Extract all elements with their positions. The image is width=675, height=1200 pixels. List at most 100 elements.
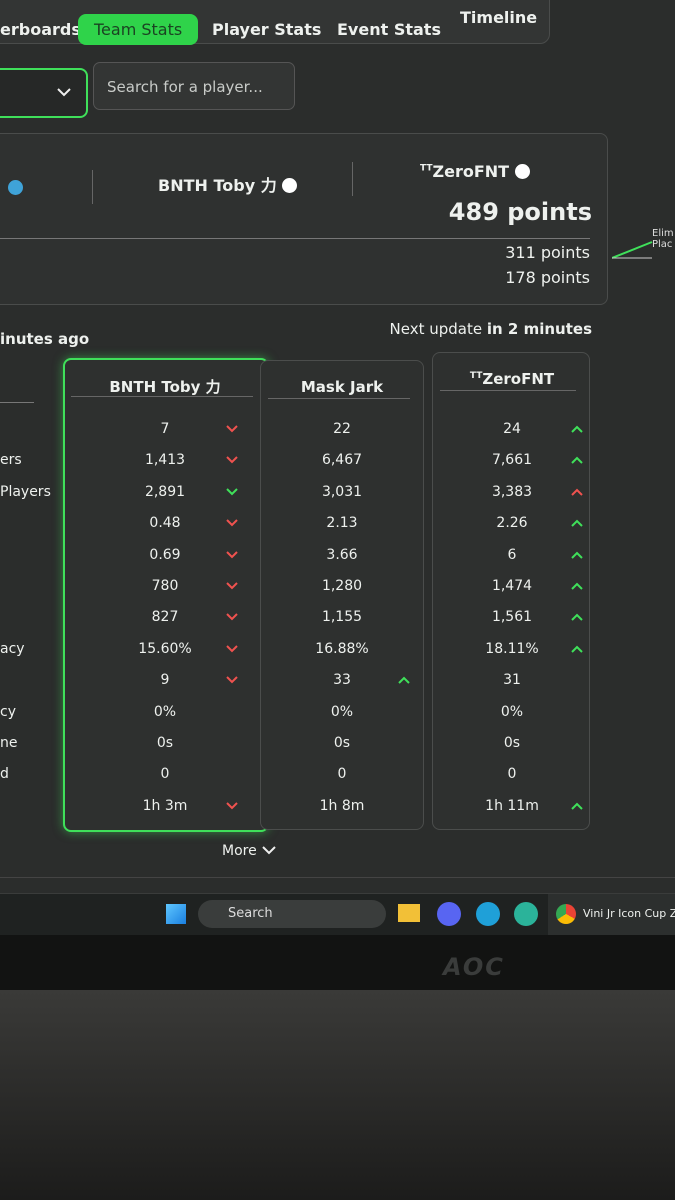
desk bbox=[0, 990, 675, 1200]
stat-value: 1,474 bbox=[491, 578, 533, 594]
taskbar: Search Vini Jr Icon Cup Ze bbox=[0, 893, 675, 935]
row-label: cy bbox=[0, 703, 16, 720]
legend-label: Plac bbox=[652, 239, 673, 250]
stat-value: 3,031 bbox=[321, 483, 363, 500]
stat-value: 1,280 bbox=[321, 578, 363, 594]
row-label: ne bbox=[0, 735, 18, 751]
name: BNTH Toby 力 bbox=[109, 378, 221, 396]
trend-arrow bbox=[226, 676, 238, 684]
column-header: Mask Jark bbox=[301, 378, 383, 396]
trend-arrow bbox=[571, 488, 583, 496]
stat-value: 6,467 bbox=[321, 452, 363, 469]
trend-arrow bbox=[226, 582, 238, 590]
last-update: inutes ago bbox=[0, 330, 90, 348]
stat-value: 0s bbox=[503, 735, 521, 751]
column-header: BNTH Toby 力 bbox=[109, 376, 220, 397]
name: Mask Jark bbox=[300, 378, 384, 396]
folder-icon[interactable] bbox=[398, 904, 420, 922]
points: 178 points bbox=[505, 268, 590, 287]
chevron bbox=[262, 846, 276, 855]
tab[interactable]: Player Stats bbox=[212, 20, 322, 39]
side-chart bbox=[612, 241, 653, 259]
header-rule bbox=[440, 390, 576, 391]
trend-arrow bbox=[571, 582, 583, 590]
trend-arrow bbox=[398, 676, 410, 684]
stat-value: 0 bbox=[507, 766, 517, 783]
trend-arrow bbox=[571, 802, 583, 810]
name: ZeroFNT bbox=[482, 370, 555, 388]
rule bbox=[0, 238, 590, 239]
stat-value: 2.26 bbox=[496, 515, 528, 532]
stats-table: ers Players acy cy ne d BNTH Toby 力 7 1,413 2,891… bbox=[0, 352, 590, 832]
edge-icon[interactable] bbox=[476, 902, 500, 926]
side-legend: Elim Plac bbox=[652, 228, 674, 250]
trend-arrow bbox=[571, 551, 583, 559]
stat-value: 1h 3m bbox=[142, 797, 188, 814]
trend-arrow bbox=[226, 425, 238, 433]
window-tab[interactable]: Vini Jr Icon Cup Ze bbox=[548, 894, 675, 935]
chevron bbox=[57, 88, 71, 97]
trend-arrow bbox=[226, 550, 238, 559]
stat-value: 22 bbox=[333, 421, 351, 437]
name: BNTH Toby 力 bbox=[158, 176, 277, 195]
stat-value: 15.60% bbox=[138, 640, 192, 657]
stat-value: 2.13 bbox=[326, 515, 358, 532]
search-placeholder: Search for a player... bbox=[107, 78, 263, 96]
rule bbox=[0, 877, 675, 878]
next-update: Next update in 2 minutes bbox=[390, 320, 592, 338]
header-rule bbox=[71, 396, 253, 397]
stat-value: 7 bbox=[160, 421, 170, 437]
time: in 2 minutes bbox=[486, 320, 592, 338]
stat-value: 0% bbox=[500, 703, 524, 720]
player-name: TTZeroFNT bbox=[420, 162, 530, 181]
chrome-icon bbox=[556, 904, 576, 924]
divider bbox=[92, 170, 93, 204]
stat-value: 0% bbox=[330, 703, 354, 720]
stat-value: 0 bbox=[160, 766, 170, 783]
trend-arrow bbox=[571, 456, 583, 465]
stat-value: 780 bbox=[151, 578, 179, 594]
stat-value: 0s bbox=[333, 735, 351, 751]
stat-value: 0 bbox=[337, 766, 347, 783]
search-box[interactable]: Search for a player... bbox=[93, 62, 295, 110]
tab[interactable]: Event Stats bbox=[337, 20, 441, 39]
flag bbox=[282, 178, 298, 193]
row-label: d bbox=[0, 766, 9, 783]
stat-value: 9 bbox=[160, 672, 170, 689]
stat-value: 24 bbox=[503, 421, 521, 437]
team-dropdown[interactable] bbox=[0, 68, 88, 118]
rule bbox=[0, 402, 34, 403]
summary-card bbox=[0, 133, 608, 305]
app-icon[interactable] bbox=[514, 902, 538, 926]
screen: erboards Team Stats Player Stats Event S… bbox=[0, 0, 675, 935]
tab[interactable]: Timeline bbox=[460, 8, 538, 27]
player-name: BNTH Toby 力 bbox=[158, 172, 298, 196]
tab-active[interactable]: Team Stats bbox=[78, 14, 199, 45]
tag: TT bbox=[420, 163, 433, 174]
stat-value: 7,661 bbox=[491, 452, 533, 469]
trend-arrow bbox=[226, 519, 238, 527]
trend-arrow bbox=[571, 645, 583, 653]
stat-value: 827 bbox=[151, 609, 179, 626]
column-header: TTZeroFNT bbox=[470, 370, 554, 388]
trend-arrow bbox=[226, 802, 238, 810]
stat-value: 1,413 bbox=[144, 452, 186, 469]
trend-arrow bbox=[571, 519, 583, 527]
row-label: Players bbox=[0, 483, 51, 500]
name: ZeroFNT bbox=[432, 162, 510, 181]
taskbar-search[interactable]: Search bbox=[198, 900, 386, 928]
total-points: 489 points bbox=[448, 198, 592, 226]
stat-value: 0.69 bbox=[149, 546, 181, 563]
discord-icon[interactable] bbox=[437, 902, 461, 926]
header-rule bbox=[268, 398, 410, 399]
tab[interactable]: erboards bbox=[0, 20, 81, 39]
player-column bbox=[432, 352, 590, 830]
trend-arrow bbox=[226, 613, 238, 621]
stat-value: 1,155 bbox=[321, 609, 363, 626]
more-button[interactable]: More bbox=[222, 843, 277, 859]
row-label: ers bbox=[0, 452, 22, 469]
start-icon[interactable] bbox=[166, 904, 186, 924]
stat-value: 2,891 bbox=[144, 483, 186, 500]
stat-value: 16.88% bbox=[315, 640, 369, 657]
